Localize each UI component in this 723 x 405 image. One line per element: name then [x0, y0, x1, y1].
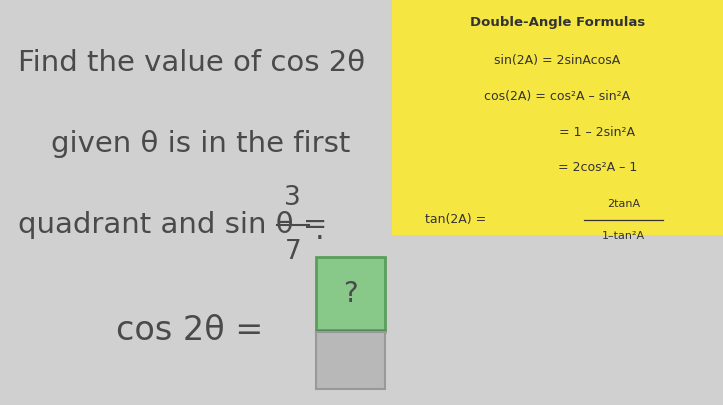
Text: cos 2θ =: cos 2θ = — [116, 313, 273, 347]
Text: Find the value of cos 2θ: Find the value of cos 2θ — [18, 49, 365, 77]
Text: cos(2A) = cos²A – sin²A: cos(2A) = cos²A – sin²A — [484, 90, 630, 103]
Text: ?: ? — [343, 279, 358, 308]
Text: = 2cos²A – 1: = 2cos²A – 1 — [557, 161, 637, 174]
Text: 7: 7 — [284, 239, 301, 265]
Text: quadrant and sin θ =: quadrant and sin θ = — [18, 211, 337, 239]
Text: 3: 3 — [284, 185, 301, 211]
FancyBboxPatch shape — [392, 0, 723, 235]
FancyBboxPatch shape — [317, 332, 385, 389]
Text: = 1 – 2sin²A: = 1 – 2sin²A — [559, 126, 636, 139]
Text: 1–tan²A: 1–tan²A — [602, 231, 645, 241]
Text: Double-Angle Formulas: Double-Angle Formulas — [470, 16, 645, 29]
Text: .: . — [315, 216, 324, 245]
Text: given θ is in the first: given θ is in the first — [51, 130, 350, 158]
Text: tan(2A) =: tan(2A) = — [425, 213, 487, 226]
FancyBboxPatch shape — [317, 257, 385, 330]
Text: 2tanA: 2tanA — [607, 199, 641, 209]
Text: sin(2A) = 2sinAcosA: sin(2A) = 2sinAcosA — [495, 54, 620, 67]
